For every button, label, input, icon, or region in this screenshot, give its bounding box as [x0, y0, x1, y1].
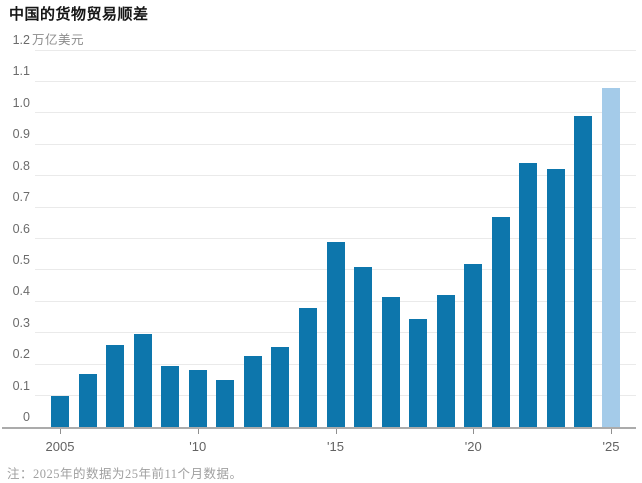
gridline	[35, 238, 636, 239]
bar-2011	[216, 379, 235, 427]
bar-2014	[298, 307, 317, 427]
y-axis-unit-row: 1.2 万亿美元	[0, 33, 84, 47]
y-tick-label: 0.2	[12, 347, 30, 362]
y-tick-label: 0.9	[12, 127, 30, 142]
gridline	[35, 143, 636, 145]
bar-2015	[326, 241, 345, 427]
x-axis-tick	[335, 429, 337, 434]
x-tick-label-2005: 2005	[45, 439, 75, 454]
bar-2017	[381, 296, 400, 427]
gridline	[35, 175, 636, 177]
chart-title: 中国的货物贸易顺差	[9, 6, 149, 23]
y-tick-label: 0.6	[12, 221, 30, 236]
x-axis-tick	[473, 429, 475, 434]
bar-2006	[78, 373, 97, 427]
bar-2012	[243, 356, 262, 427]
bar-2019	[436, 295, 455, 427]
y-axis-unit-label: 万亿美元	[32, 33, 85, 47]
bar-2025	[602, 87, 620, 427]
gridline	[35, 49, 636, 51]
y-tick-label: 0.5	[12, 252, 30, 267]
bar-2010	[188, 370, 207, 427]
x-axis-tick	[197, 429, 199, 434]
y-tick-label: 0.4	[12, 284, 30, 299]
x-axis-line	[2, 427, 636, 429]
bar-2007	[106, 345, 125, 427]
bar-2008	[133, 334, 152, 427]
gridline	[35, 112, 636, 114]
y-tick-label: 0.8	[12, 158, 30, 173]
bar-2022	[519, 163, 538, 427]
bar-2020	[464, 263, 483, 427]
bar-2023	[546, 169, 565, 427]
y-tick-label: 0.3	[12, 315, 30, 330]
y-tick-label: 0.7	[12, 190, 30, 205]
bar-2024	[574, 115, 593, 427]
y-tick-label: 0.1	[12, 378, 30, 393]
x-tick-label-2015: '15	[327, 439, 344, 454]
gridline	[35, 206, 636, 208]
bar-2013	[271, 346, 290, 427]
y-tick-label: 1.1	[12, 64, 30, 79]
y-tick-label: 1.0	[12, 95, 30, 110]
x-axis-tick	[60, 429, 61, 434]
x-tick-label-2025: '25	[602, 439, 620, 454]
gridline	[35, 80, 636, 82]
bar-2005	[51, 395, 69, 427]
bar-2016	[354, 266, 373, 427]
y-tick-label-max: 1.2	[12, 33, 30, 47]
bar-2009	[161, 365, 180, 427]
x-tick-label-2010: '10	[189, 439, 207, 454]
chart-footnote: 注：2025年的数据为25年前11个月数据。	[7, 467, 243, 481]
x-axis-tick	[611, 429, 612, 434]
bar-2018	[409, 318, 428, 427]
x-tick-label-2020: '20	[464, 439, 482, 454]
y-tick-label: 0	[23, 410, 30, 424]
bar-2021	[491, 216, 510, 427]
